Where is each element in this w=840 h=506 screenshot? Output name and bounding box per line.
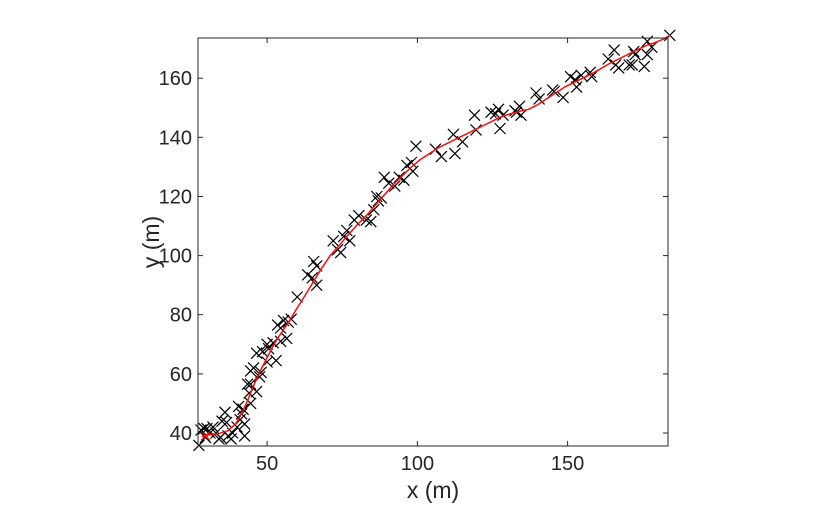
scatter-point [608, 44, 621, 57]
y-tick-label: 60 [170, 364, 192, 386]
scatter-point [409, 140, 422, 153]
scatter-point [378, 171, 391, 184]
y-tick-label: 160 [159, 68, 192, 90]
scatter-point [262, 342, 275, 355]
scatter-point [382, 177, 395, 190]
scatter-point [327, 234, 340, 247]
fit-line [201, 34, 671, 438]
scatter-point [612, 61, 625, 74]
scatter-point [626, 58, 639, 71]
scatter-point [219, 406, 231, 419]
scatter-point [280, 332, 293, 345]
scatter-point [340, 224, 353, 237]
x-axis-label: x (m) [406, 477, 460, 503]
scatter-point [360, 214, 373, 227]
scatter-point [485, 106, 497, 119]
scatter-point [244, 397, 257, 410]
plot-box [197, 37, 669, 447]
scatter-point [274, 322, 287, 334]
scatter-point [575, 69, 588, 82]
scatter-point [448, 147, 461, 160]
x-tick-label: 150 [551, 453, 584, 475]
y-tick-label: 40 [170, 423, 192, 445]
scatter-point [337, 230, 350, 243]
y-tick-label: 80 [170, 305, 192, 327]
scatter-point [435, 150, 448, 163]
scatter-point [216, 415, 228, 428]
scatter-point [623, 58, 636, 71]
scatter-point [274, 335, 287, 348]
scatter-point [367, 203, 380, 216]
x-tick-label: 50 [256, 453, 278, 475]
y-tick-label: 140 [159, 127, 192, 149]
scatter-point [231, 421, 244, 434]
scatter-point [207, 421, 219, 434]
scatter-point [492, 103, 505, 116]
scatter-point [247, 361, 260, 374]
scatter-point [388, 180, 401, 193]
scatter-point [291, 291, 304, 303]
scatter-point [557, 91, 570, 104]
scatter-point [334, 246, 347, 259]
scatter-point [533, 92, 546, 105]
scatter-point [306, 271, 319, 284]
scatter-point [192, 439, 205, 452]
scatter-point [629, 48, 642, 61]
scatter-point [497, 109, 509, 122]
scatter-point [256, 345, 269, 358]
scatter-point [238, 418, 251, 431]
scatter-point [468, 109, 481, 122]
scatter-point [238, 429, 251, 442]
scatter-point [270, 354, 283, 367]
y-tick-label: 100 [159, 246, 192, 268]
scatter-point [645, 41, 658, 54]
scatter-point [585, 70, 598, 83]
scatter-point [548, 85, 561, 98]
scatter-point [244, 378, 257, 391]
scatter-point [530, 87, 543, 99]
scatter-point [220, 416, 233, 429]
scatter-point [641, 48, 654, 61]
y-tick-label: 120 [159, 187, 192, 209]
y-axis-label: y (m) [138, 215, 164, 269]
scatter-point [494, 122, 506, 135]
scatter-point [638, 60, 651, 73]
scatter-point [406, 165, 419, 178]
scatter-point [364, 215, 377, 228]
x-tick-label: 100 [401, 453, 434, 475]
